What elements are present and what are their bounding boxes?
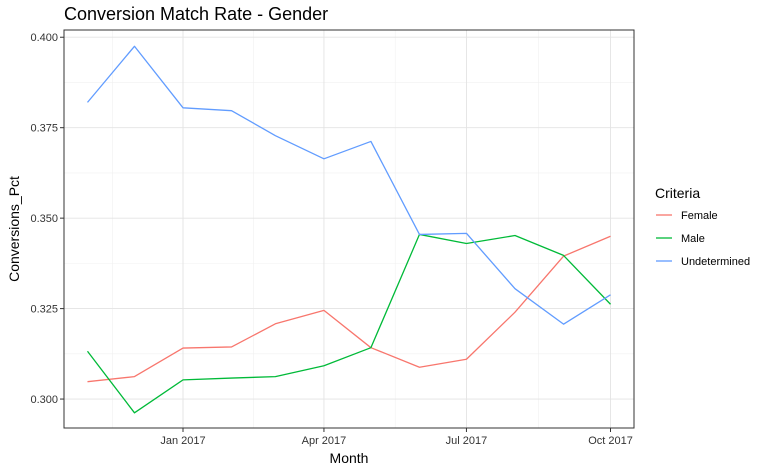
y-tick-label: 0.350	[30, 213, 58, 225]
x-axis-title: Month	[330, 450, 369, 466]
y-axis-title: Conversions_Pct	[6, 176, 22, 282]
legend: Criteria Female Male Undetermined	[655, 185, 750, 268]
y-tick-label: 0.300	[30, 394, 58, 406]
series-line-undetermined	[86, 45, 611, 325]
x-tick-label: Apr 2017	[302, 435, 347, 447]
y-tick-label: 0.400	[30, 32, 58, 44]
x-tick-label: Oct 2017	[588, 435, 633, 447]
series-line-female	[87, 235, 611, 383]
x-tick-label: Jan 2017	[160, 435, 205, 447]
legend-items: Female Male Undetermined	[656, 210, 750, 268]
legend-label-female: Female	[681, 210, 718, 222]
legend-label-undetermined: Undetermined	[681, 256, 750, 268]
chart-title: Conversion Match Rate - Gender	[64, 4, 328, 24]
y-tick-label: 0.325	[30, 304, 58, 316]
x-axis-ticks: Jan 2017 Apr 2017 Jul 2017 Oct 2017	[160, 428, 633, 447]
plot-panel-border	[63, 29, 635, 429]
grid	[64, 30, 634, 428]
y-tick-label: 0.375	[30, 123, 58, 135]
series-lines	[86, 45, 611, 414]
series-line-male	[86, 233, 611, 414]
x-tick-label: Jul 2017	[446, 435, 488, 447]
legend-label-male: Male	[681, 233, 705, 245]
legend-title: Criteria	[655, 185, 700, 201]
y-axis-ticks: 0.300 0.325 0.350 0.375 0.400	[30, 32, 64, 406]
